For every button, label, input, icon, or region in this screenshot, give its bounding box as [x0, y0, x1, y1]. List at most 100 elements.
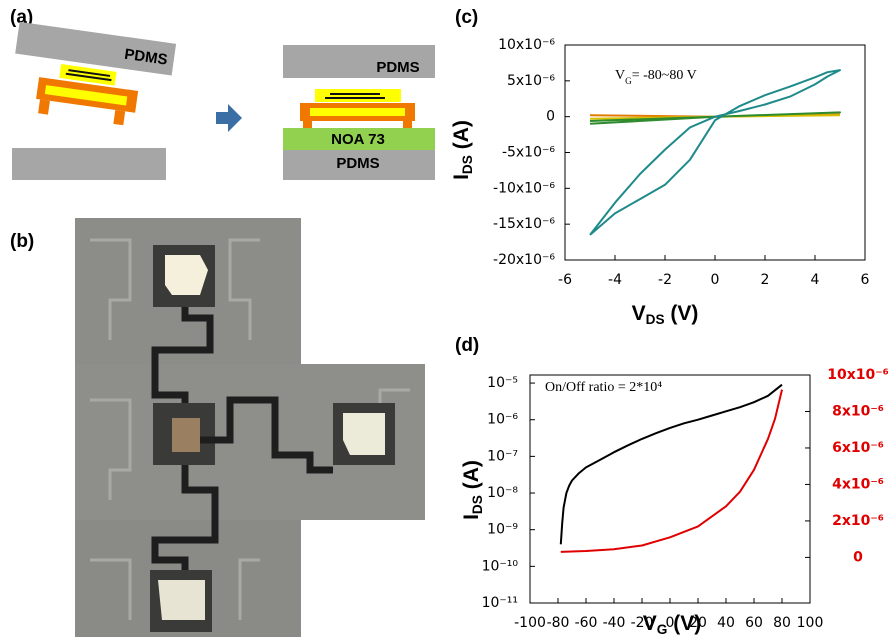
x-tick-label: 0 — [666, 615, 675, 631]
y2-tick-label: 2x10⁻⁶ — [832, 513, 884, 529]
plot-frame — [564, 44, 866, 261]
label-part: DS — [460, 155, 475, 174]
annotation: On/Off ratio = 2*10⁴ — [545, 380, 662, 395]
leg — [303, 121, 312, 128]
x-axis-label: VDS (V) — [632, 302, 699, 327]
label-part: DS — [470, 495, 485, 514]
x-tick-label: -80 — [547, 615, 570, 631]
y2-tick-label: 0 — [853, 549, 863, 565]
pdms-block — [283, 45, 435, 78]
layer-label: PDMS — [123, 46, 168, 69]
x-tick-label: -4 — [608, 272, 622, 288]
tilted-stack: PDMS — [15, 21, 177, 126]
y-tick-label: 0 — [546, 109, 555, 125]
y-tick-label: 10⁻¹⁰ — [482, 558, 519, 574]
arrow — [216, 104, 242, 132]
series-line — [589, 111, 841, 125]
panel-label: (d) — [455, 335, 479, 356]
pad-metal — [343, 413, 385, 455]
noa-layer — [283, 128, 435, 150]
label-part: (V) — [667, 612, 701, 635]
label-part: (V) — [665, 302, 699, 325]
y-tick-label: 10x10⁻⁶ — [498, 37, 555, 53]
y2-tick-label: 10x10⁻⁶ — [827, 367, 889, 383]
y-axis-label: IDS (A) — [450, 120, 475, 180]
label-part: V — [643, 612, 657, 635]
x-tick-label: -6 — [558, 272, 572, 288]
x-tick-label: -20 — [631, 615, 654, 631]
y-tick-label: 5x10⁻⁶ — [507, 73, 555, 89]
series-line — [559, 383, 783, 545]
leg — [403, 121, 412, 128]
leg — [113, 110, 126, 126]
y-tick-label: 10⁻⁷ — [487, 448, 518, 464]
x-tick-label: -40 — [603, 615, 626, 631]
pdms-block — [15, 21, 177, 76]
x-tick-label: 40 — [717, 615, 735, 631]
wire — [151, 307, 333, 570]
flake-line — [68, 69, 111, 77]
panel-label: (a) — [10, 7, 33, 28]
flake-line — [325, 97, 385, 99]
x-tick-label: 4 — [811, 272, 820, 288]
label-part: G — [657, 622, 668, 637]
y-tick-label: -15x10⁻⁶ — [493, 216, 555, 232]
flake — [315, 89, 401, 102]
x-tick-label: 20 — [689, 615, 707, 631]
pad-metal — [165, 255, 208, 295]
x-tick-label: 0 — [711, 272, 720, 288]
x-tick-label: 100 — [797, 615, 824, 631]
y2-tick-label: 4x10⁻⁶ — [832, 476, 884, 492]
flake — [59, 64, 117, 86]
pdms-base — [283, 150, 435, 180]
x-tick-label: 2 — [761, 272, 770, 288]
electrode — [310, 108, 405, 116]
y-tick-label: 10⁻¹¹ — [482, 595, 518, 611]
series-line — [560, 389, 783, 553]
label-part: I — [460, 514, 483, 520]
y-tick-label: 10⁻⁸ — [487, 485, 518, 501]
label-part: DS — [646, 312, 665, 327]
label-part: (A) — [450, 120, 473, 155]
x-axis-label: VG (V) — [643, 612, 701, 637]
x-tick-label: 6 — [861, 272, 870, 288]
series-line — [589, 69, 841, 236]
electrode — [44, 85, 128, 106]
y-tick-label: 10⁻⁶ — [487, 412, 518, 428]
y-tick-label: -5x10⁻⁶ — [502, 145, 555, 161]
y-tick-label: -20x10⁻⁶ — [493, 252, 555, 268]
flake-line — [65, 72, 112, 82]
x-tick-label: 80 — [773, 615, 791, 631]
layer-label: PDMS — [376, 59, 419, 76]
panel-label: (c) — [455, 7, 478, 28]
leg — [38, 99, 50, 115]
layer-label: NOA 73 — [331, 131, 385, 148]
y-tick-label: -10x10⁻⁶ — [493, 180, 555, 196]
plot-frame — [529, 374, 811, 604]
label-part: I — [450, 174, 473, 180]
pdms-base — [12, 148, 166, 180]
annotation: VG= -80~80 V — [615, 68, 697, 86]
x-tick-label: -2 — [658, 272, 672, 288]
label-part: (A) — [460, 460, 483, 495]
y2-tick-label: 8x10⁻⁶ — [832, 403, 884, 419]
label-part: G — [625, 76, 632, 86]
label-part: V — [632, 302, 646, 325]
trace — [90, 238, 410, 620]
device-area — [172, 418, 200, 452]
y-tick-label: 10⁻⁵ — [487, 375, 518, 391]
x-tick-label: 60 — [745, 615, 763, 631]
pad-metal — [158, 580, 205, 620]
label-part: V — [615, 68, 625, 83]
label-part: = -80~80 V — [632, 68, 697, 83]
y2-tick-label: 6x10⁻⁶ — [832, 440, 884, 456]
flake-line — [330, 93, 380, 95]
y-axis-label: IDS (A) — [460, 460, 485, 520]
panel-label: (b) — [10, 231, 34, 252]
x-tick-label: -100 — [514, 615, 546, 631]
x-tick-label: -60 — [575, 615, 598, 631]
layer-label: PDMS — [336, 155, 379, 172]
y-tick-label: 10⁻⁹ — [487, 522, 518, 538]
micrograph — [75, 218, 425, 637]
